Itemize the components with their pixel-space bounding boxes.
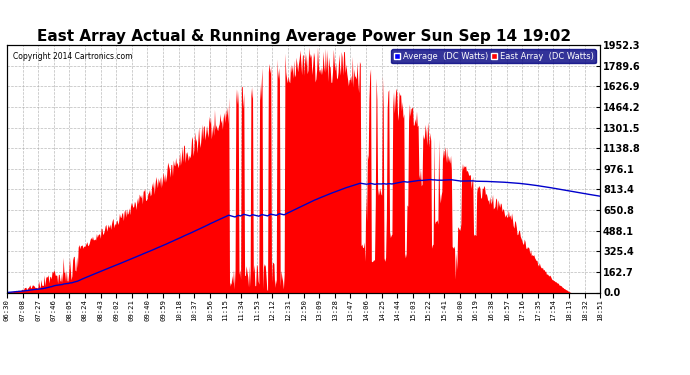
Title: East Array Actual & Running Average Power Sun Sep 14 19:02: East Array Actual & Running Average Powe…: [37, 29, 571, 44]
Legend: Average  (DC Watts), East Array  (DC Watts): Average (DC Watts), East Array (DC Watts…: [391, 49, 596, 63]
Text: Copyright 2014 Cartronics.com: Copyright 2014 Cartronics.com: [13, 53, 132, 62]
